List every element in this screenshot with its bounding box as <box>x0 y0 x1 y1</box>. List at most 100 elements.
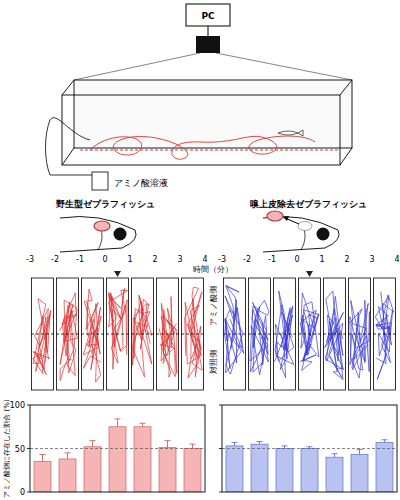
y-tick-label: 50 <box>15 445 25 454</box>
tank-divider <box>80 150 340 151</box>
bar <box>376 442 393 492</box>
bar <box>251 444 268 492</box>
bar <box>184 449 201 493</box>
error-cap <box>65 452 71 453</box>
error-cap <box>357 449 363 450</box>
error-cap <box>332 453 338 454</box>
solution-label: アミノ酸溶液 <box>114 178 168 188</box>
olfactory-epithelium <box>94 221 110 231</box>
error-bar <box>282 446 288 449</box>
bar-chart <box>219 405 397 492</box>
time-tick-label: -3 <box>26 255 34 264</box>
midline <box>223 334 396 335</box>
bar <box>34 462 51 492</box>
pc-label: PC <box>201 11 215 21</box>
error-cap <box>40 454 46 455</box>
trajectory-block: -3-2-101234 <box>26 255 208 390</box>
fish-label: 野生型ゼブラフィッシュ <box>56 199 155 209</box>
head-outline <box>263 217 339 253</box>
error-bar <box>190 444 196 448</box>
pc-box <box>186 4 230 26</box>
view-line <box>216 53 352 80</box>
plot-frame <box>222 405 397 492</box>
trajectory <box>159 297 177 378</box>
bar <box>84 447 101 492</box>
trajectory <box>300 293 319 371</box>
error-bar <box>232 442 238 445</box>
error-cap <box>307 446 313 447</box>
bar <box>301 449 318 493</box>
eye <box>114 228 127 241</box>
error-bar <box>332 454 338 457</box>
trajectory-block: -3-2-101234 <box>218 255 400 390</box>
view-line <box>74 53 200 80</box>
bar <box>276 449 293 493</box>
error-line <box>167 441 168 448</box>
trajectory <box>33 299 51 375</box>
olfactory-epithelium <box>267 211 283 221</box>
error-cap <box>140 423 146 424</box>
y-axis-label: アミノ酸側に存在した割合 (%) <box>3 399 11 498</box>
trajectory <box>59 293 77 381</box>
arrow-head <box>283 216 289 221</box>
plot-marks <box>222 440 397 492</box>
tank-trajectory <box>90 136 315 159</box>
time-tick-label: 0 <box>294 255 299 264</box>
time-tick-label: -1 <box>76 255 84 264</box>
error-bar <box>40 455 46 462</box>
fish-icon <box>278 130 303 136</box>
bar <box>59 459 76 492</box>
tube <box>46 118 99 175</box>
plot-marks <box>30 419 205 492</box>
removed-site <box>298 222 312 231</box>
error-cap <box>382 439 388 440</box>
side-label: アミノ酸側 <box>209 286 218 326</box>
bar <box>109 427 126 492</box>
error-line <box>234 442 235 445</box>
error-line <box>42 455 43 462</box>
error-cap <box>115 418 121 419</box>
y-tick-label: 100 <box>10 401 25 410</box>
error-line <box>117 419 118 427</box>
error-bar <box>357 449 363 454</box>
beaker <box>92 172 108 190</box>
time-tick-label: 4 <box>202 255 207 264</box>
fish-head: 野生型ゼブラフィッシュ <box>56 199 155 252</box>
tank-edge <box>340 148 352 165</box>
time-tick-label: -1 <box>268 255 276 264</box>
reference-line <box>222 448 397 449</box>
fish-label: 嗅上皮除去ゼブラフィッシュ <box>250 199 367 209</box>
bar <box>351 455 368 492</box>
cable <box>208 26 209 36</box>
plot-frame <box>30 405 205 492</box>
error-cap <box>232 442 238 443</box>
error-cap <box>90 440 96 441</box>
trajectory <box>325 291 344 380</box>
error-line <box>142 423 143 426</box>
trajectory <box>185 287 202 378</box>
bar <box>226 446 243 492</box>
error-bar <box>257 442 263 445</box>
error-line <box>67 453 68 459</box>
tank-front <box>62 95 340 165</box>
trajectory <box>108 288 127 369</box>
bar <box>326 457 343 492</box>
time-tick-label: -2 <box>51 255 59 264</box>
error-bar <box>140 423 146 426</box>
figure: PC アミノ酸溶液野生型ゼブラフィッシュ 嗅上皮除去ゼブラフィッシュ -3 -2 -1 0 1… <box>0 0 400 500</box>
apparatus: PC アミノ酸溶液 <box>46 4 353 190</box>
camera <box>196 36 220 53</box>
trajectory <box>375 292 393 380</box>
reference-line <box>30 448 205 449</box>
trajectory <box>250 300 269 375</box>
bar <box>159 448 176 492</box>
error-bar <box>382 440 388 443</box>
trajectory <box>133 295 152 377</box>
time-tick-label: 0 <box>102 255 107 264</box>
stimulus-marker <box>114 271 121 277</box>
time-tick-label: 2 <box>344 255 349 264</box>
time-tick-label: 3 <box>369 255 374 264</box>
error-cap <box>165 440 171 441</box>
error-line <box>192 444 193 448</box>
time-tick-label: -3 <box>218 255 226 264</box>
